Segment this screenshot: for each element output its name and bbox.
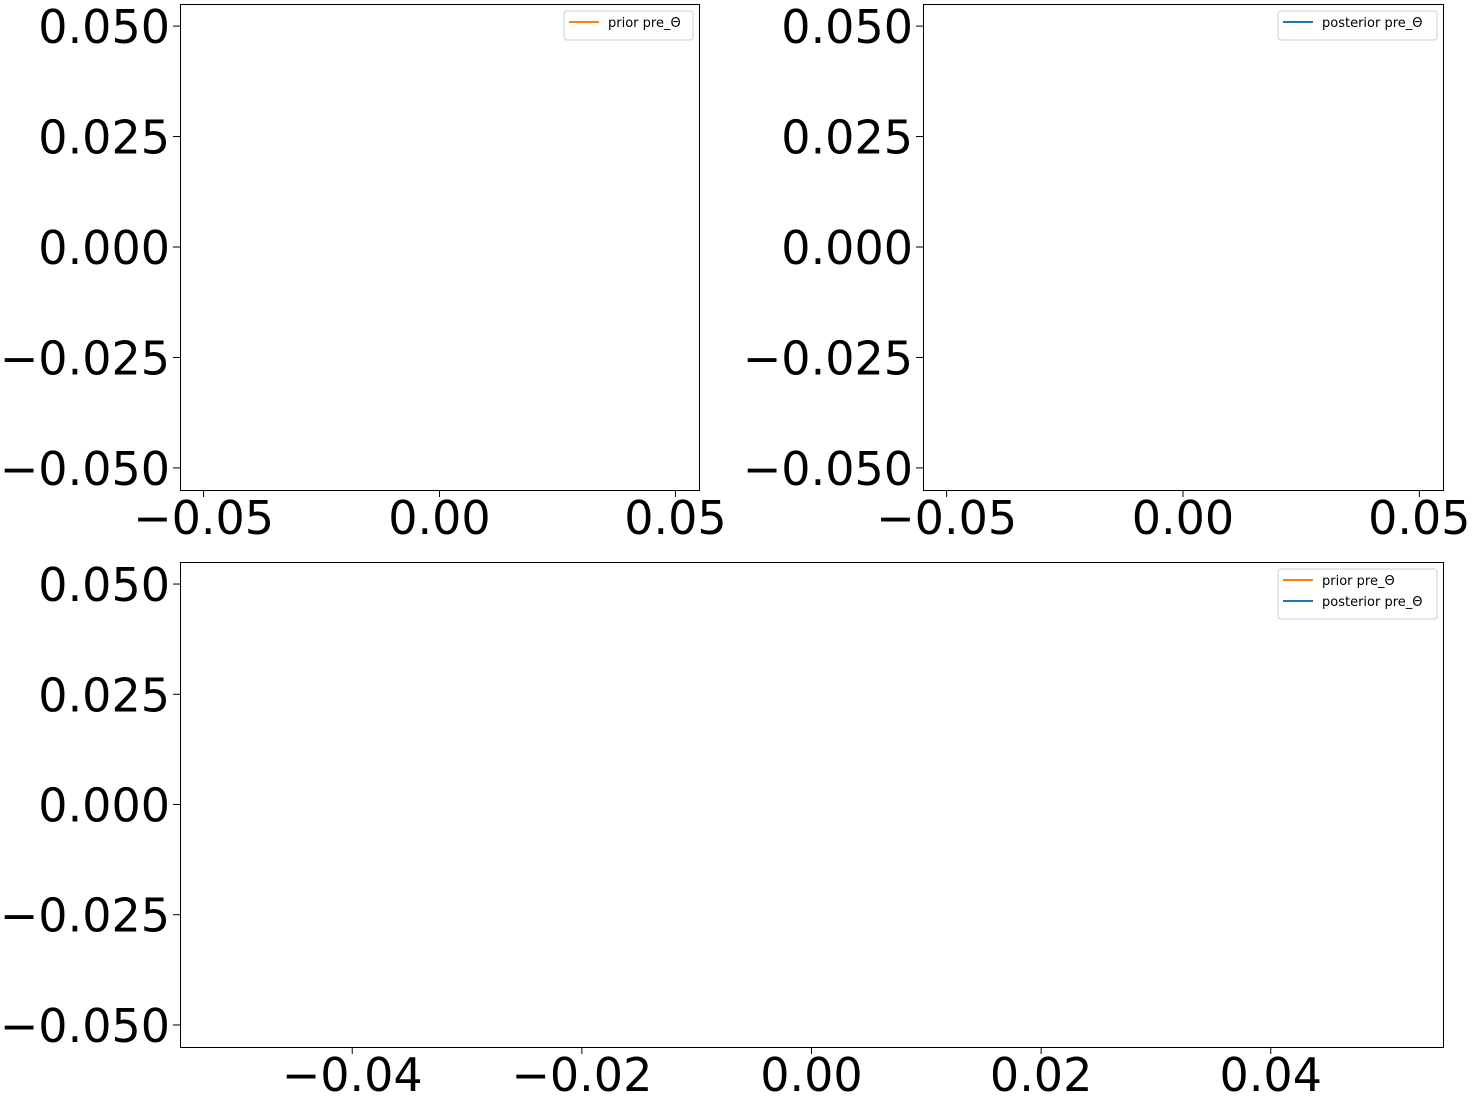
chart-panel-1: 0.050 0.025 0.000 −0.025 −0.050−0.05 0.00 0.05… xyxy=(0,0,727,545)
x-tick-label: −0.04 xyxy=(282,1048,423,1102)
x-tick-label: 0.05 xyxy=(624,491,726,545)
chart-panel-2: 0.050 0.025 0.000 −0.025 −0.050−0.05 0.00 0.05… xyxy=(743,0,1471,545)
y-tick-label: −0.025 xyxy=(0,331,170,385)
x-tick-label: −0.05 xyxy=(133,491,274,545)
y-tick-label: 0.025 xyxy=(781,111,913,165)
y-tick-label: 0.000 xyxy=(781,221,913,275)
x-tick-label: 0.04 xyxy=(1220,1048,1322,1102)
legend-label: posterior pre_Θ xyxy=(1322,595,1423,610)
plot-area xyxy=(180,562,1444,1048)
legend: prior pre_Θ xyxy=(563,10,694,41)
x-tick-label: 0.00 xyxy=(1132,491,1234,545)
x-tick-label: 0.00 xyxy=(388,491,490,545)
legend-label: prior pre_Θ xyxy=(608,16,681,31)
x-tick-label: 0.00 xyxy=(760,1048,862,1102)
y-tick-label: 0.050 xyxy=(38,558,170,612)
legend-label: prior pre_Θ xyxy=(1322,574,1395,589)
legend-box xyxy=(1277,10,1438,41)
plot-area xyxy=(923,4,1444,491)
legend: posterior pre_Θ xyxy=(1277,10,1438,41)
y-tick-label: 0.050 xyxy=(781,0,913,54)
legend-box xyxy=(563,10,694,41)
x-tick-label: −0.02 xyxy=(511,1048,652,1102)
chart-panel-3: 0.050 0.025 0.000 −0.025 −0.050 −0.04 −0.02 0.0… xyxy=(0,558,1444,1102)
y-tick-label: 0.025 xyxy=(38,111,170,165)
plot-area xyxy=(180,4,700,491)
legend-label: posterior pre_Θ xyxy=(1322,16,1423,31)
y-tick-label: 0.000 xyxy=(38,221,170,275)
x-tick-label: 0.05 xyxy=(1368,491,1470,545)
y-tick-label: −0.050 xyxy=(0,999,170,1053)
y-tick-label: −0.050 xyxy=(743,442,913,496)
y-tick-label: 0.025 xyxy=(38,668,170,722)
legend-box xyxy=(1277,568,1438,620)
legend: prior pre_Θ posterior pre_Θ xyxy=(1277,568,1438,620)
x-tick-label: 0.02 xyxy=(990,1048,1092,1102)
y-tick-label: 0.000 xyxy=(38,779,170,833)
y-tick-label: −0.025 xyxy=(743,331,913,385)
y-tick-label: −0.050 xyxy=(0,442,170,496)
y-tick-label: 0.050 xyxy=(38,0,170,54)
y-tick-label: −0.025 xyxy=(0,889,170,943)
x-tick-label: −0.05 xyxy=(876,491,1017,545)
